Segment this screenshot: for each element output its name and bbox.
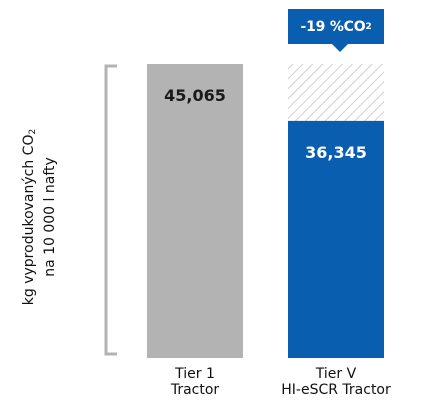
category-label-tier1: Tier 1 Tractor bbox=[145, 366, 245, 398]
bar-value-label-2: 36,345 bbox=[305, 143, 367, 162]
category-label-tier5: Tier V HI-eSCR Tractor bbox=[268, 366, 404, 398]
y-axis-label-line-1: kg vyprodukovaných CO bbox=[21, 135, 37, 306]
bar-value-label-1: 45,065 bbox=[164, 86, 226, 105]
y-axis-label-line-2: na 10 000 l nafty bbox=[42, 57, 59, 377]
axis-bracket bbox=[106, 66, 117, 354]
bar-1 bbox=[147, 64, 243, 358]
reduction-badge-sub: 2 bbox=[365, 22, 371, 32]
reduction-hatch-area bbox=[288, 64, 384, 121]
reduction-badge: -19 %CO 2 bbox=[288, 9, 384, 44]
y-axis-label: kg vyprodukovaných CO2 na 10 000 l nafty bbox=[21, 57, 59, 377]
reduction-badge-text: -19 %CO bbox=[300, 19, 365, 35]
